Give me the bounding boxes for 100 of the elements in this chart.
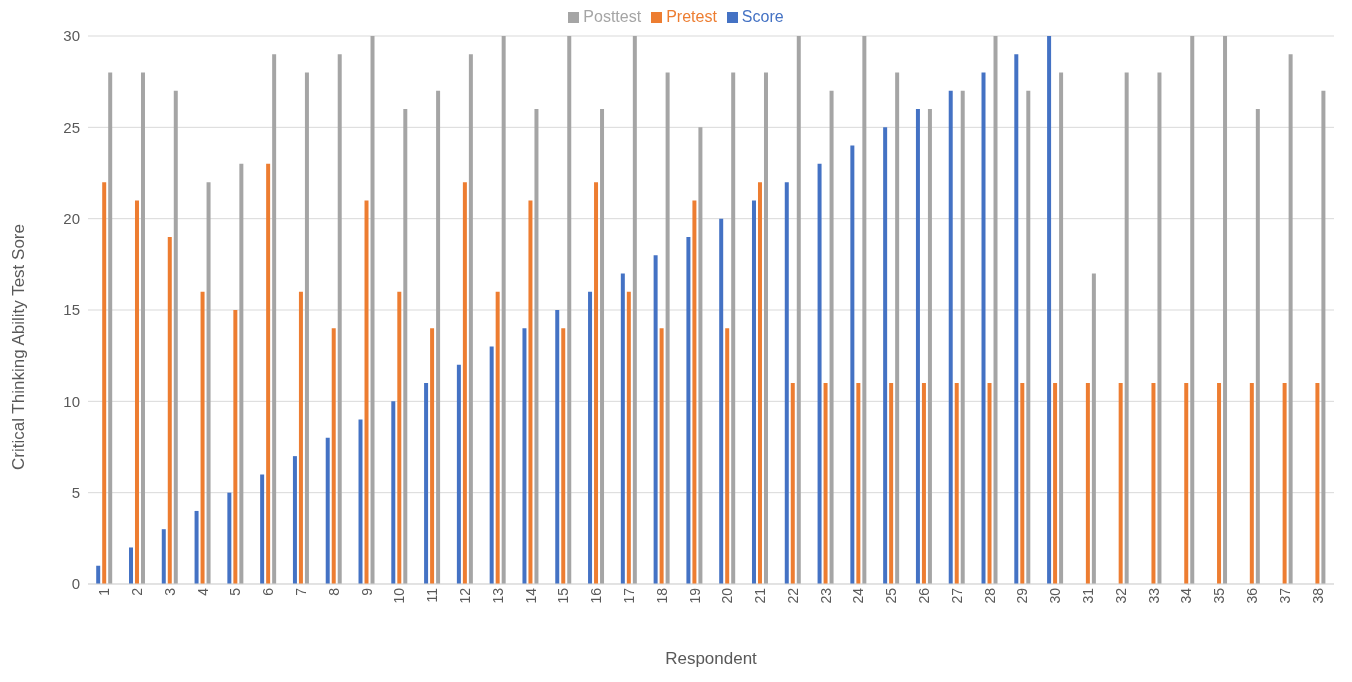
- bar: [1184, 383, 1189, 584]
- x-tick-label: 5: [227, 587, 244, 596]
- bar: [686, 236, 691, 584]
- bar: [862, 36, 867, 584]
- x-tick-label: 17: [620, 587, 637, 604]
- bar: [325, 437, 330, 584]
- bar: [948, 90, 953, 584]
- bar: [751, 200, 756, 584]
- bar: [134, 200, 139, 584]
- bar: [298, 291, 303, 584]
- bar: [272, 54, 277, 584]
- bar: [1020, 383, 1025, 584]
- bar: [1047, 36, 1052, 584]
- bar: [600, 109, 605, 584]
- bar: [561, 328, 566, 584]
- x-tick-label: 21: [752, 587, 769, 604]
- bar: [468, 54, 473, 584]
- y-tick-label: 10: [63, 392, 80, 410]
- bar: [1151, 383, 1156, 584]
- x-tick-label: 16: [588, 587, 605, 604]
- bar: [206, 182, 211, 584]
- bar: [829, 90, 834, 584]
- bar: [817, 163, 822, 584]
- bar: [292, 456, 297, 584]
- bar: [725, 328, 730, 584]
- x-tick-label: 30: [1047, 587, 1064, 604]
- bar: [784, 182, 789, 584]
- bar: [921, 383, 926, 584]
- x-tick-label: 14: [522, 587, 539, 604]
- x-tick-label: 9: [358, 587, 375, 596]
- bar: [987, 383, 992, 584]
- bar: [698, 127, 703, 584]
- bar: [364, 200, 369, 584]
- bar: [1059, 72, 1064, 584]
- bar: [1118, 383, 1123, 584]
- y-tick-label: 25: [63, 118, 80, 136]
- bar: [391, 401, 396, 584]
- x-tick-label: 11: [424, 587, 441, 603]
- bar: [653, 255, 658, 584]
- bar: [534, 109, 539, 584]
- bar: [358, 419, 363, 584]
- bar: [1288, 54, 1293, 584]
- y-tick-label: 0: [71, 575, 80, 593]
- bar: [1026, 90, 1031, 584]
- x-tick-label: 25: [883, 587, 900, 604]
- x-tick-label: 18: [653, 587, 670, 604]
- x-tick-label: 29: [1014, 587, 1031, 604]
- bar: [96, 565, 101, 584]
- bar: [128, 547, 133, 584]
- legend-label: Pretest: [666, 8, 717, 25]
- bar: [266, 163, 271, 584]
- bar: [233, 310, 238, 584]
- x-tick-label: 8: [325, 587, 342, 596]
- x-tick-label: 20: [719, 587, 736, 604]
- bar: [620, 273, 625, 584]
- bar: [1315, 383, 1320, 584]
- x-tick-label: 38: [1309, 587, 1326, 604]
- bar: [1223, 36, 1228, 584]
- x-tick-label: 2: [129, 587, 146, 596]
- bar: [522, 328, 527, 584]
- bar: [960, 90, 965, 584]
- bar: [856, 383, 861, 584]
- bar: [1321, 90, 1326, 584]
- y-tick-label: 15: [63, 301, 80, 319]
- bar: [304, 72, 309, 584]
- bar: [1282, 383, 1287, 584]
- bar: [397, 291, 402, 584]
- bar: [665, 72, 670, 584]
- bar: [659, 328, 664, 584]
- bar: [167, 236, 172, 584]
- bar: [260, 474, 265, 584]
- x-tick-label: 35: [1211, 587, 1228, 604]
- bar: [424, 383, 429, 584]
- legend-label: Posttest: [583, 8, 642, 25]
- bar: [954, 383, 959, 584]
- bar: [763, 72, 768, 584]
- bar: [883, 127, 888, 584]
- x-tick-label: 19: [686, 587, 703, 604]
- x-tick-label: 36: [1243, 587, 1260, 604]
- x-axis-title: Respondent: [665, 649, 758, 668]
- bar: [1249, 383, 1254, 584]
- x-tick-label: 4: [194, 587, 211, 596]
- bar: [719, 218, 724, 584]
- bar: [528, 200, 533, 584]
- bar: [692, 200, 697, 584]
- x-tick-label: 7: [293, 587, 310, 596]
- bar: [331, 328, 336, 584]
- bar: [632, 36, 637, 584]
- bar: [1014, 54, 1019, 584]
- bar: [370, 36, 375, 584]
- bar: [1190, 36, 1195, 584]
- bar: [993, 36, 998, 584]
- x-tick-label: 27: [948, 587, 965, 604]
- x-tick-label: 22: [784, 587, 801, 604]
- x-tick-label: 6: [260, 587, 277, 596]
- bar: [140, 72, 145, 584]
- bar: [588, 291, 593, 584]
- y-tick-label: 20: [63, 209, 80, 227]
- bar: [239, 163, 244, 584]
- x-tick-label: 31: [1080, 587, 1097, 604]
